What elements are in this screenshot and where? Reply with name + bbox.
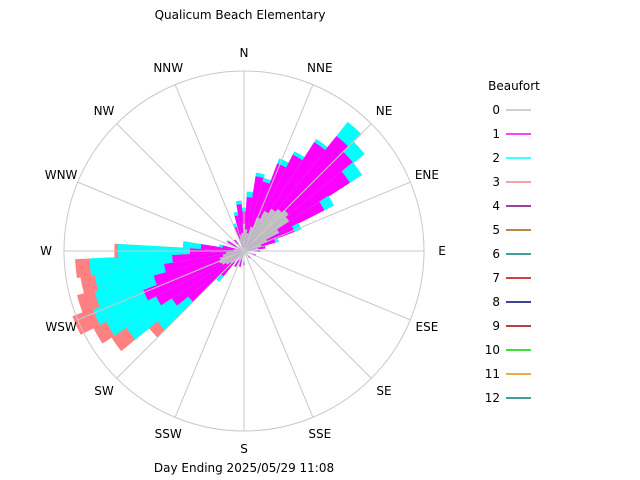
grid-spoke-nne [243,84,314,252]
grid-spoke-se [243,250,372,379]
direction-label-n: N [240,46,249,60]
direction-label-ene: ENE [415,168,439,182]
legend-label-2: 2 [492,151,500,165]
wedge-24-beaufort-1 [143,251,244,301]
direction-label-sw: SW [94,384,114,398]
grid-spoke-wnw [77,181,245,252]
legend-label-4: 4 [492,199,500,213]
legend-label-10: 10 [485,343,500,357]
wedge-22-beaufort-0 [225,251,244,265]
wedge-26-beaufort-0 [222,251,244,257]
grid-spoke-ne [243,123,372,252]
wedge-7-beaufort-0 [244,208,283,251]
wedge-6-beaufort-0 [244,208,276,251]
grid-spoke-sse [243,250,314,418]
legend-label-9: 9 [492,319,500,333]
grid-spoke-ese [243,250,411,321]
grid-spoke-ssw [174,250,245,418]
direction-labels: N NNE NE ENE E ESE SE SSE S SSW SW WSW W WNW NW NNW [40,46,446,456]
wedge-5-beaufort-0 [244,210,269,251]
grid-spoke-wsw [77,250,245,321]
legend-label-0: 0 [492,103,500,117]
legend-label-5: 5 [492,223,500,237]
legend-label-8: 8 [492,295,500,309]
direction-label-wsw: WSW [45,320,76,334]
wedge-21-beaufort-1 [187,251,244,303]
polar-grid [63,70,425,432]
legend-label-12: 12 [485,391,500,405]
wind-wedges [72,121,365,352]
chart-title: Qualicum Beach Elementary [155,8,326,22]
wedge-23-beaufort-0 [221,251,244,265]
direction-label-nnw: NNW [153,61,183,75]
direction-label-nw: NW [94,104,115,118]
direction-label-ese: ESE [416,320,439,334]
wedge-23-beaufort-1 [155,251,244,306]
wedge-35-beaufort-0 [241,233,244,251]
direction-label-sse: SSE [308,427,331,441]
direction-label-nne: NNE [307,61,333,75]
grid-spoke-nnw [174,84,245,252]
direction-label-ne: NE [376,104,393,118]
direction-label-w: W [40,244,52,258]
wedge-13-beaufort-0 [244,247,259,251]
legend-label-7: 7 [492,271,500,285]
legend-title: Beaufort [488,79,540,93]
chart-subtitle: Day Ending 2025/05/29 11:08 [154,461,334,475]
direction-label-e: E [438,244,446,258]
grid-spoke-ene [243,181,411,252]
legend-label-1: 1 [492,127,500,141]
legend-label-6: 6 [492,247,500,261]
wedge-9-beaufort-0 [244,216,290,251]
grid-spoke-nw [116,123,245,252]
legend-label-11: 11 [485,367,500,381]
direction-label-se: SE [376,384,391,398]
wedge-34-beaufort-0 [239,234,244,251]
direction-label-s: S [240,442,248,456]
direction-label-ssw: SSW [155,427,182,441]
wedge-22-beaufort-1 [171,251,244,306]
wedge-8-beaufort-0 [244,210,289,251]
grid-spoke-sw [116,250,245,379]
direction-label-wnw: WNW [45,168,78,182]
legend-label-3: 3 [492,175,500,189]
wedge-4-beaufort-0 [244,217,261,251]
wedge-10-beaufort-0 [244,229,280,251]
